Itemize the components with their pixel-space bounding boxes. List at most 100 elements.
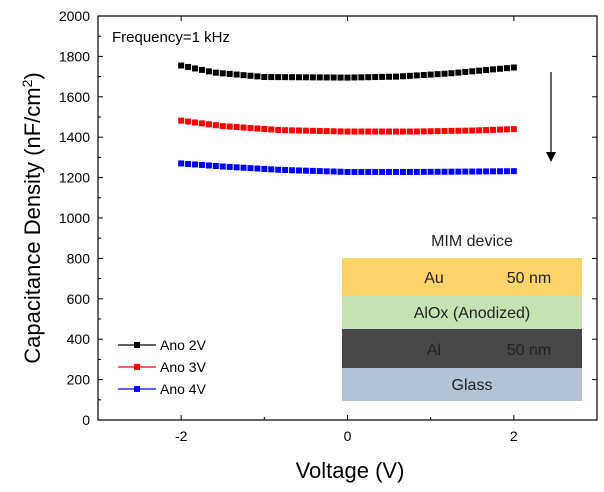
data-point (289, 74, 296, 81)
data-point (282, 74, 289, 81)
data-point (406, 72, 413, 79)
legend-label-ano-4v: Ano 4V (160, 381, 207, 397)
data-point (510, 168, 517, 175)
series-ano-3v (178, 117, 517, 135)
data-point (212, 69, 219, 76)
legend-marker-ano-4v (134, 386, 140, 392)
data-point (275, 74, 282, 81)
data-point (233, 71, 240, 78)
data-point (427, 128, 434, 135)
data-point (490, 168, 497, 175)
data-point (309, 127, 316, 134)
data-point (226, 163, 233, 170)
data-point (344, 168, 351, 175)
x-tick-label: 0 (344, 428, 352, 444)
data-point (289, 167, 296, 174)
y-axis: 0 200 400 600 800 1000 1200 1400 1600 1800 2000 (59, 8, 597, 428)
data-point (219, 70, 226, 77)
data-point (372, 168, 379, 175)
y-tick-label: 1600 (59, 89, 90, 105)
data-point (413, 168, 420, 175)
data-point (379, 168, 386, 175)
data-point (185, 118, 192, 125)
data-point (198, 161, 205, 168)
series-layer (178, 62, 517, 175)
data-point (282, 167, 289, 174)
data-point (351, 128, 358, 135)
data-point (337, 74, 344, 81)
layer-au (342, 258, 582, 296)
y-tick-label: 2000 (59, 8, 90, 24)
data-point (323, 128, 330, 135)
series-ano-2v (178, 62, 517, 81)
data-point (365, 128, 372, 135)
data-point (295, 167, 302, 174)
legend-marker-ano-3v (134, 364, 140, 370)
series-ano-4v (178, 160, 517, 175)
data-point (198, 66, 205, 73)
data-point (358, 74, 365, 81)
data-point (219, 123, 226, 130)
data-point (254, 125, 261, 132)
data-point (476, 168, 483, 175)
data-point (434, 128, 441, 135)
data-point (309, 167, 316, 174)
data-point (455, 168, 462, 175)
data-point (510, 64, 517, 71)
data-point (490, 126, 497, 133)
y-tick-label: 800 (67, 250, 91, 266)
data-point (476, 67, 483, 74)
data-point (302, 127, 309, 134)
legend-marker-ano-2v (134, 342, 140, 348)
x-tick-label: -2 (175, 428, 188, 444)
data-point (469, 168, 476, 175)
data-point (365, 168, 372, 175)
y-tick-label: 200 (67, 372, 91, 388)
legend-label-ano-3v: Ano 3V (160, 359, 207, 375)
data-point (448, 70, 455, 77)
data-point (178, 62, 185, 69)
data-point (406, 128, 413, 135)
data-point (330, 128, 337, 135)
data-point (219, 163, 226, 170)
data-point (302, 167, 309, 174)
data-point (344, 128, 351, 135)
data-point (441, 128, 448, 135)
data-point (393, 128, 400, 135)
data-point (233, 164, 240, 171)
data-point (240, 164, 247, 171)
data-point (399, 128, 406, 135)
layer-au-material: Au (424, 270, 444, 287)
data-point (358, 168, 365, 175)
data-point (427, 71, 434, 78)
data-point (275, 126, 282, 133)
legend-label-ano-2v: Ano 2V (160, 337, 207, 353)
mim-device-inset: MIM device Au 50 nm AlOx (Anodized) Al 5… (342, 233, 582, 401)
data-point (178, 160, 185, 167)
data-point (337, 128, 344, 135)
data-point (295, 74, 302, 81)
layer-al-material: Al (427, 342, 441, 359)
inset-title: MIM device (431, 233, 513, 250)
data-point (198, 120, 205, 127)
data-point (282, 127, 289, 134)
data-point (309, 74, 316, 81)
data-point (289, 127, 296, 134)
data-point (448, 127, 455, 134)
data-point (510, 126, 517, 133)
data-point (351, 168, 358, 175)
layer-glass (342, 368, 582, 401)
data-point (247, 125, 254, 132)
data-point (316, 168, 323, 175)
data-point (330, 168, 337, 175)
data-point (420, 72, 427, 79)
y-tick-label: 1200 (59, 170, 90, 186)
data-point (192, 161, 199, 168)
data-point (295, 127, 302, 134)
data-point (483, 127, 490, 134)
data-point (496, 126, 503, 133)
data-point (205, 121, 212, 128)
data-point (330, 74, 337, 81)
data-point (261, 165, 268, 172)
